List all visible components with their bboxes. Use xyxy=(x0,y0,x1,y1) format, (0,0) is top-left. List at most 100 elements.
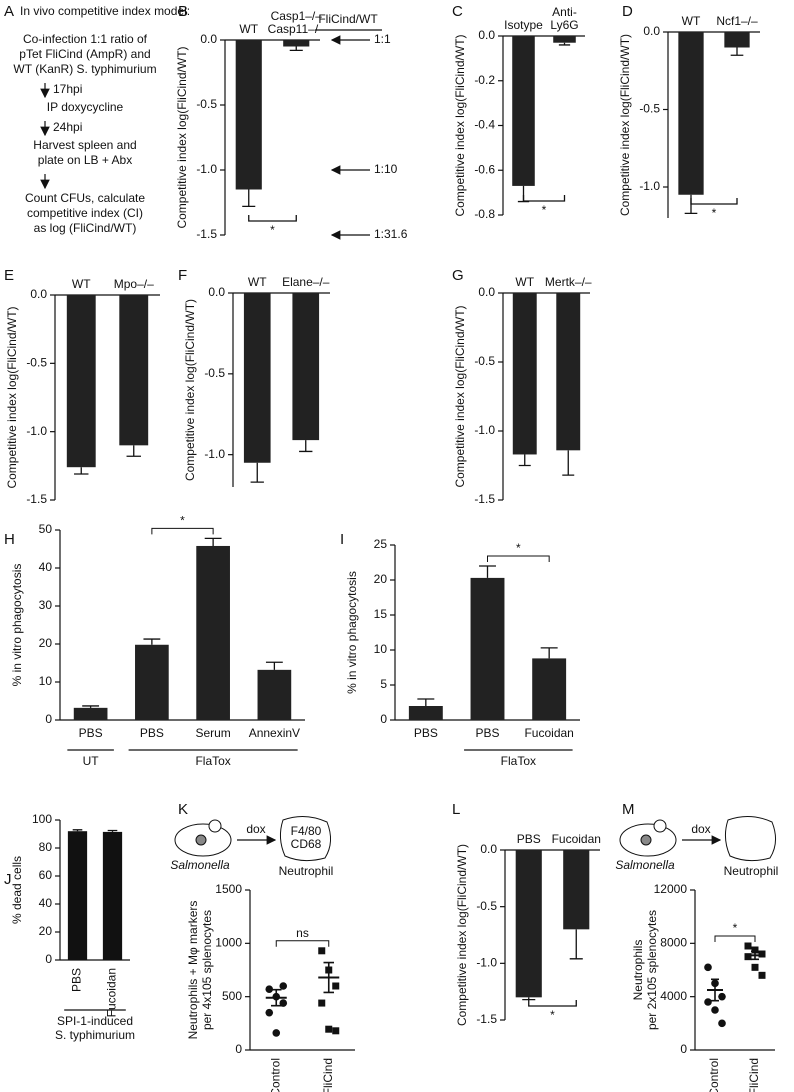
y-tick-label: -1.0 xyxy=(476,956,497,970)
bar xyxy=(283,40,310,47)
y-tick-label: 50 xyxy=(39,522,53,536)
x-tick-label: Casp1–/– xyxy=(271,9,323,23)
y-axis-label: Competitive index log(FliCind/WT) xyxy=(453,34,467,216)
ratio-label: 1:10 xyxy=(374,162,398,176)
data-point xyxy=(744,953,752,961)
y-tick-label: 12000 xyxy=(654,882,688,896)
panel-letter: H xyxy=(4,531,15,548)
host-label: Salmonella xyxy=(615,858,675,872)
mouse-spleen xyxy=(195,834,207,846)
y-tick-label: -0.5 xyxy=(476,899,497,913)
error-bar xyxy=(730,47,744,56)
bar xyxy=(556,293,581,451)
sig-label: * xyxy=(516,541,521,555)
panel-letter: M xyxy=(622,801,635,818)
error-bar xyxy=(107,829,118,832)
sem-bar xyxy=(751,950,759,961)
cell-shape xyxy=(279,816,331,862)
y-tick-label: 1000 xyxy=(215,936,242,950)
y-tick-label: 500 xyxy=(222,989,242,1003)
y-tick-label: 0 xyxy=(380,712,387,726)
y-tick-label: -1.0 xyxy=(474,423,495,437)
host-label: Salmonella xyxy=(170,858,230,872)
diagram-title: In vivo competitive index model: xyxy=(20,4,190,18)
y-tick-label: 40 xyxy=(39,560,53,574)
y-tick-label: -0.4 xyxy=(474,118,495,132)
sig-label: * xyxy=(550,1008,555,1022)
bar xyxy=(66,295,96,468)
bar xyxy=(73,707,108,720)
data-point xyxy=(758,971,766,979)
data-point xyxy=(711,1006,719,1014)
x-tick-label: Serum xyxy=(195,726,230,740)
sig-label: * xyxy=(180,514,185,528)
x-tick-label: Elane–/– xyxy=(282,275,330,289)
data-point xyxy=(704,998,712,1006)
y-tick-label: 1500 xyxy=(215,882,242,896)
x-tick-label: WT xyxy=(72,277,91,291)
panel-letter: C xyxy=(452,3,463,20)
y-axis-label: Competitive index log(FliCind/WT) xyxy=(453,305,467,487)
y-tick-label: -0.5 xyxy=(196,97,217,111)
data-point xyxy=(718,1019,726,1028)
y-tick-label: -0.5 xyxy=(26,356,47,370)
y-tick-label: -0.5 xyxy=(639,102,660,116)
arrow-label: dox xyxy=(691,822,710,836)
y-tick-label: 5 xyxy=(380,677,387,691)
error-bar xyxy=(540,647,558,659)
error-bar xyxy=(143,638,161,645)
y-axis-label: per 4x105 splenocytes xyxy=(200,910,214,1030)
error-bar xyxy=(204,537,222,546)
panel-letter: E xyxy=(4,267,14,284)
y-axis-label: Competitive index log(FliCind/WT) xyxy=(618,34,632,216)
ratio-label: 1:1 xyxy=(374,32,391,46)
x-tick-label: PBS xyxy=(70,968,84,992)
x-tick-label: Fucoidan xyxy=(524,726,573,740)
y-tick-label: 15 xyxy=(374,607,388,621)
bar xyxy=(515,850,542,998)
cell-label: Neutrophil xyxy=(724,864,779,878)
flow-text: Co-infection 1:1 ratio of xyxy=(23,32,148,46)
bar xyxy=(243,293,271,463)
panel-letter: L xyxy=(452,801,460,818)
y-tick-label: -0.8 xyxy=(474,207,495,221)
y-axis-label: Neutrophils xyxy=(631,940,645,1001)
data-point xyxy=(758,950,766,958)
data-point xyxy=(332,982,340,990)
y-tick-label: 60 xyxy=(39,868,53,882)
sig-bracket xyxy=(522,195,566,202)
flow-text: competitive index (CI) xyxy=(27,206,143,220)
bar xyxy=(563,850,590,930)
flow-text: as log (FliCind/WT) xyxy=(34,221,137,235)
y-tick-label: 0.0 xyxy=(30,287,47,301)
sig-bracket xyxy=(714,935,756,942)
y-tick-label: 80 xyxy=(39,840,53,854)
x-tick-label: WT xyxy=(248,275,267,289)
flow-text: pTet FliCind (AmpR) and xyxy=(19,47,150,61)
panel-letter: D xyxy=(622,3,633,20)
sem-bar xyxy=(711,978,719,1002)
sem-bar xyxy=(271,988,282,1007)
y-tick-label: 20 xyxy=(374,572,388,586)
y-tick-label: 100 xyxy=(32,812,52,826)
sig-bracket xyxy=(690,198,738,205)
x-tick-label: Fucoidan xyxy=(105,968,119,1017)
error-bar xyxy=(562,450,575,476)
y-tick-label: -1.0 xyxy=(196,162,217,176)
y-axis-label: Competitive index log(FliCind/WT) xyxy=(455,844,469,1026)
data-point xyxy=(318,999,326,1007)
mouse-ear xyxy=(208,819,222,833)
y-tick-label: -0.5 xyxy=(474,354,495,368)
cell-marker: F4/80 xyxy=(291,824,322,838)
data-point xyxy=(751,946,759,954)
y-tick-label: 0.0 xyxy=(200,32,217,46)
flow-note: 24hpi xyxy=(53,120,82,134)
bar xyxy=(257,669,292,720)
panel-letter: B xyxy=(178,3,188,20)
y-axis-label: % in vitro phagocytosis xyxy=(10,564,24,687)
bar xyxy=(235,40,262,190)
bar xyxy=(135,644,169,720)
y-tick-label: 0 xyxy=(235,1042,242,1056)
error-bar xyxy=(74,467,89,475)
